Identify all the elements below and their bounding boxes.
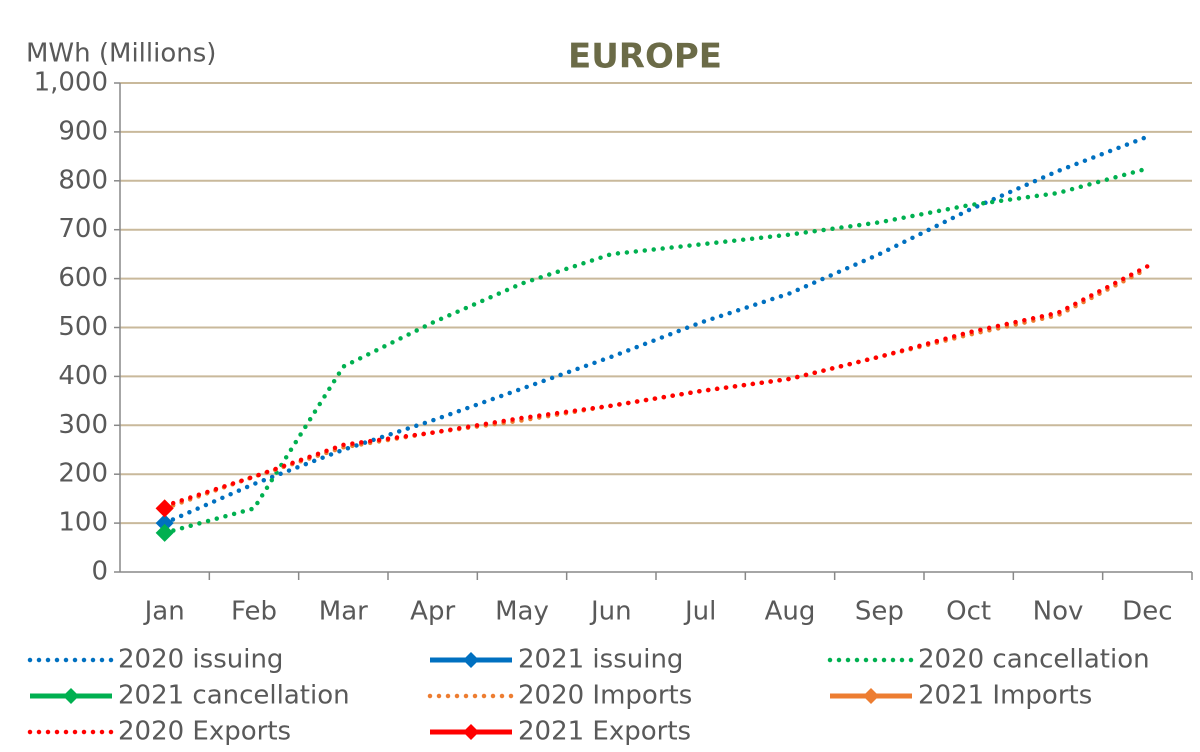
y-tick-label: 100 [58,508,108,538]
x-tick-label: Nov [1033,597,1084,627]
x-tick-label: Oct [946,597,991,627]
x-tick-label: Apr [410,597,455,627]
x-tick-label: Jul [683,597,716,627]
x-tick-label: Sep [855,597,904,627]
legend-label: 2020 Exports [118,717,291,747]
x-tick-label: Mar [319,597,368,627]
series-line [162,266,1150,511]
y-tick-label: 300 [58,410,108,440]
legend-label: 2021 issuing [518,645,683,675]
y-tick-label: 500 [58,312,108,342]
legend-label: 2021 Imports [918,681,1092,711]
legend-label: 2020 issuing [118,645,283,675]
y-tick-label: 400 [58,361,108,391]
legend-label: 2020 cancellation [918,645,1150,675]
legend-marker [863,688,879,704]
x-tick-label: May [495,597,549,627]
legend-marker [63,688,79,704]
x-tick-label: Feb [231,597,277,627]
chart-title: EUROPE [568,37,722,77]
y-tick-label: 1,000 [34,68,108,98]
x-tick-label: Jan [143,597,185,627]
series-line [162,166,1150,536]
legend-label: 2021 cancellation [118,681,350,711]
x-tick-label: Dec [1122,597,1172,627]
legend-label: 2021 Exports [518,717,691,747]
y-tick-label: 700 [58,214,108,244]
series-line [162,264,1150,509]
legend-marker [463,652,479,668]
y-axis-label: MWh (Millions) [26,39,216,69]
data-point [155,499,174,518]
y-tick-label: 600 [58,263,108,293]
legend-label: 2020 Imports [518,681,692,711]
data-point [155,523,174,542]
x-tick-label: Jun [589,597,632,627]
y-tick-label: 800 [58,165,108,195]
y-tick-label: 200 [58,459,108,489]
legend-marker [463,724,479,740]
x-tick-label: Aug [765,597,816,627]
y-tick-label: 900 [58,116,108,146]
series-line [162,134,1150,526]
y-tick-label: 0 [91,557,108,587]
data-point [155,514,174,533]
